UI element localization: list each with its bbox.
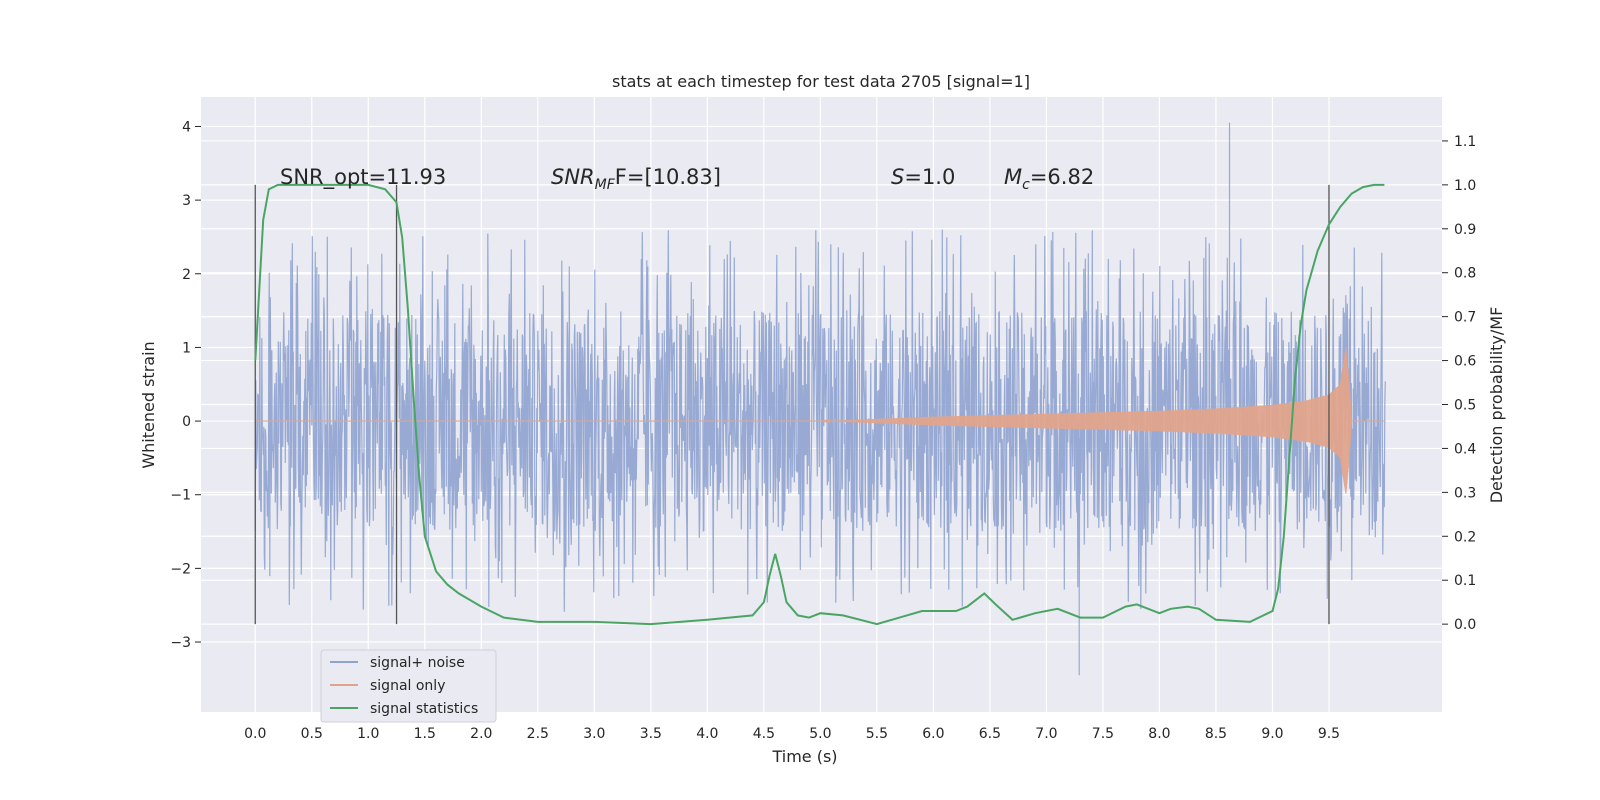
legend-box bbox=[320, 649, 497, 723]
y2-tick-label: 0.8 bbox=[1454, 266, 1476, 282]
y2-tick-label: 0.5 bbox=[1454, 398, 1476, 414]
series-signal-only-line bbox=[255, 347, 1386, 494]
y-tick-label: 0 bbox=[182, 414, 191, 430]
snr-mf-value: F=[10.83] bbox=[615, 165, 721, 189]
y2-axis-label: Detection probability/MF bbox=[1487, 307, 1506, 504]
y2-tick-label: 0.9 bbox=[1454, 222, 1476, 238]
x-tick-label: 0.5 bbox=[301, 726, 323, 742]
x-tick-label: 3.5 bbox=[640, 726, 662, 742]
x-tick-label: 0.0 bbox=[244, 726, 266, 742]
y2-tick-label: 1.1 bbox=[1454, 134, 1476, 150]
x-tick-label: 9.5 bbox=[1318, 726, 1340, 742]
x-tick-label: 4.0 bbox=[696, 726, 718, 742]
mc-subscript: c bbox=[1022, 177, 1030, 193]
mc-value: =6.82 bbox=[1030, 165, 1094, 189]
x-tick-label: 9.0 bbox=[1261, 726, 1283, 742]
y-tick-label: 2 bbox=[182, 267, 191, 283]
s-value: =1.0 bbox=[904, 165, 955, 189]
y2-tick-label: 0.4 bbox=[1454, 441, 1476, 457]
y2-tick-label: 0.6 bbox=[1454, 354, 1476, 370]
x-axis-label: Time (s) bbox=[771, 747, 837, 766]
annotation-mc: Mc=6.82 bbox=[1004, 165, 1094, 193]
x-tick-label: 1.5 bbox=[414, 726, 436, 742]
y-tick-label: 1 bbox=[182, 340, 191, 356]
s-variable: S bbox=[891, 165, 904, 189]
x-tick-label: 6.0 bbox=[922, 726, 944, 742]
y2-tick-label: 0.7 bbox=[1454, 310, 1476, 326]
snr-mf-subscript: MF bbox=[595, 177, 616, 193]
annotation-snr-opt: SNR_opt=11.93 bbox=[280, 165, 446, 190]
y-tick-label: −2 bbox=[170, 561, 191, 577]
x-tick-label: 7.0 bbox=[1035, 726, 1057, 742]
legend-label-signal-statistics: signal statistics bbox=[370, 701, 478, 717]
x-tick-label: 8.5 bbox=[1205, 726, 1227, 742]
y-tick-label: −3 bbox=[170, 635, 191, 651]
legend-label-signal-noise: signal+ noise bbox=[370, 655, 465, 671]
legend-label-signal-only: signal only bbox=[370, 678, 445, 694]
y-tick-label: 3 bbox=[182, 193, 191, 209]
x-tick-label: 4.5 bbox=[753, 726, 775, 742]
y2-tick-label: 1.0 bbox=[1454, 178, 1476, 194]
x-tick-label: 2.5 bbox=[527, 726, 549, 742]
annotation-snr-mf: SNRMFF=[10.83] bbox=[551, 165, 721, 193]
y-axis-ticks: 4 3 2 1 0 −1 −2 −3 bbox=[170, 119, 201, 651]
x-tick-label: 1.0 bbox=[357, 726, 379, 742]
y2-tick-label: 0.3 bbox=[1454, 485, 1476, 501]
y-axis-label: Whitened strain bbox=[139, 341, 158, 468]
series-signal-statistics-line bbox=[254, 183, 1385, 626]
y2-axis-ticks: 1.1 1.0 0.9 0.8 0.7 0.6 0.5 0.4 0.3 0.2 0.1 0.0 bbox=[1442, 134, 1476, 633]
y-tick-label: −1 bbox=[170, 488, 191, 504]
y2-tick-label: 0.1 bbox=[1454, 573, 1476, 589]
vertical-markers bbox=[254, 184, 1330, 625]
x-axis-ticks: 0.0 0.5 1.0 1.5 2.0 2.5 3.0 3.5 4.0 4.5 5.0 5.5 6.0 6… bbox=[244, 726, 1340, 742]
series-signal-noise-line bbox=[254, 122, 1386, 676]
y-tick-label: 4 bbox=[182, 119, 191, 135]
chart-title: stats at each timestep for test data 270… bbox=[612, 72, 1030, 91]
y2-tick-label: 0.0 bbox=[1454, 617, 1476, 633]
x-tick-label: 5.0 bbox=[809, 726, 831, 742]
legend: signal+ noise signal only signal statist… bbox=[320, 649, 497, 723]
x-tick-label: 5.5 bbox=[866, 726, 888, 742]
mc-variable: M bbox=[1004, 165, 1022, 189]
x-tick-label: 7.5 bbox=[1092, 726, 1114, 742]
x-tick-label: 8.0 bbox=[1148, 726, 1170, 742]
x-tick-label: 3.0 bbox=[583, 726, 605, 742]
y2-tick-label: 0.2 bbox=[1454, 529, 1476, 545]
x-tick-label: 6.5 bbox=[979, 726, 1001, 742]
annotation-s: S=1.0 bbox=[891, 165, 955, 189]
x-tick-label: 2.0 bbox=[470, 726, 492, 742]
snr-mf-prefix: SNR bbox=[551, 165, 595, 189]
